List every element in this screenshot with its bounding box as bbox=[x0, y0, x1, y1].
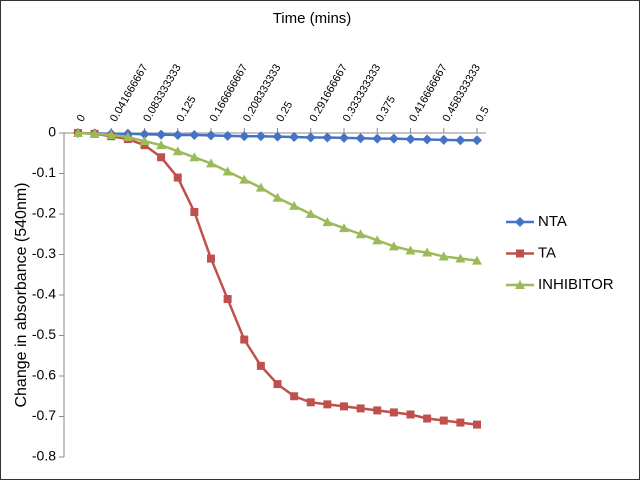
data-point bbox=[472, 135, 482, 146]
data-point bbox=[355, 133, 366, 144]
data-point bbox=[438, 251, 449, 261]
data-point bbox=[422, 247, 433, 257]
data-point bbox=[222, 166, 233, 176]
data-point bbox=[173, 173, 182, 182]
data-point bbox=[290, 392, 299, 401]
y-tick-label: -0.1 bbox=[32, 164, 56, 180]
legend-marker bbox=[515, 280, 525, 289]
data-point bbox=[239, 174, 250, 184]
data-point bbox=[372, 133, 383, 144]
data-point bbox=[122, 132, 133, 142]
y-tick-label: -0.5 bbox=[32, 326, 56, 342]
data-point bbox=[438, 134, 449, 145]
y-tick-label: -0.6 bbox=[32, 367, 56, 383]
data-point bbox=[255, 131, 266, 142]
data-point bbox=[473, 420, 481, 429]
x-tick-label: 0 bbox=[75, 113, 88, 124]
data-point bbox=[172, 130, 183, 141]
data-point bbox=[339, 132, 349, 143]
data-point bbox=[388, 241, 399, 251]
data-point bbox=[206, 130, 216, 141]
data-point bbox=[455, 253, 466, 263]
data-point bbox=[190, 207, 199, 216]
legend-marker bbox=[516, 249, 524, 258]
data-point bbox=[207, 254, 215, 263]
data-point bbox=[189, 152, 200, 162]
data-point bbox=[339, 223, 349, 233]
data-point bbox=[372, 235, 383, 245]
data-point bbox=[273, 380, 282, 389]
data-point bbox=[305, 209, 316, 218]
y-tick-label: -0.4 bbox=[32, 286, 56, 302]
data-point bbox=[405, 245, 416, 255]
data-point bbox=[422, 134, 433, 145]
data-point bbox=[423, 414, 432, 423]
data-point bbox=[322, 132, 333, 143]
data-point bbox=[389, 408, 398, 417]
data-point bbox=[240, 335, 249, 344]
data-point bbox=[255, 182, 266, 192]
data-point bbox=[306, 398, 315, 407]
data-point bbox=[272, 131, 283, 142]
y-tick-label: -0.2 bbox=[32, 205, 56, 221]
data-point bbox=[73, 128, 83, 137]
legend-label: INHIBITOR bbox=[538, 276, 614, 293]
data-point bbox=[140, 141, 149, 150]
data-point bbox=[106, 130, 117, 140]
data-point bbox=[456, 418, 465, 427]
data-point bbox=[289, 200, 300, 210]
data-point bbox=[289, 132, 300, 143]
legend-marker bbox=[515, 217, 525, 227]
data-point bbox=[388, 133, 399, 144]
data-point bbox=[156, 129, 167, 140]
data-point bbox=[439, 416, 448, 425]
data-point bbox=[222, 130, 233, 141]
data-point bbox=[472, 255, 482, 265]
y-axis-label: Change in absorbance (540nm) bbox=[13, 182, 30, 407]
data-point bbox=[340, 402, 348, 411]
y-tick-label: -0.8 bbox=[32, 448, 56, 464]
data-point bbox=[323, 400, 332, 409]
data-point bbox=[89, 128, 100, 138]
y-tick-label: -0.7 bbox=[32, 407, 56, 423]
legend-label: TA bbox=[538, 244, 556, 261]
data-point bbox=[406, 410, 415, 419]
legend-label: NTA bbox=[538, 213, 567, 230]
data-point bbox=[305, 132, 316, 143]
chart-title: Time (mins) bbox=[273, 10, 352, 27]
data-point bbox=[256, 361, 265, 370]
data-point bbox=[355, 229, 366, 239]
data-point bbox=[455, 135, 466, 146]
data-point bbox=[373, 406, 382, 415]
data-point bbox=[189, 130, 200, 141]
data-point bbox=[156, 140, 167, 150]
data-point bbox=[405, 134, 416, 145]
y-tick-label: -0.3 bbox=[32, 245, 56, 261]
data-point bbox=[172, 146, 183, 156]
data-point bbox=[322, 217, 333, 227]
data-point bbox=[223, 295, 232, 304]
data-point bbox=[272, 192, 283, 202]
data-point bbox=[139, 129, 150, 140]
data-point bbox=[206, 158, 216, 168]
data-point bbox=[139, 136, 150, 146]
y-tick-label: 0 bbox=[48, 124, 56, 140]
data-point bbox=[239, 131, 250, 142]
data-point bbox=[157, 153, 166, 162]
data-point bbox=[356, 404, 365, 413]
